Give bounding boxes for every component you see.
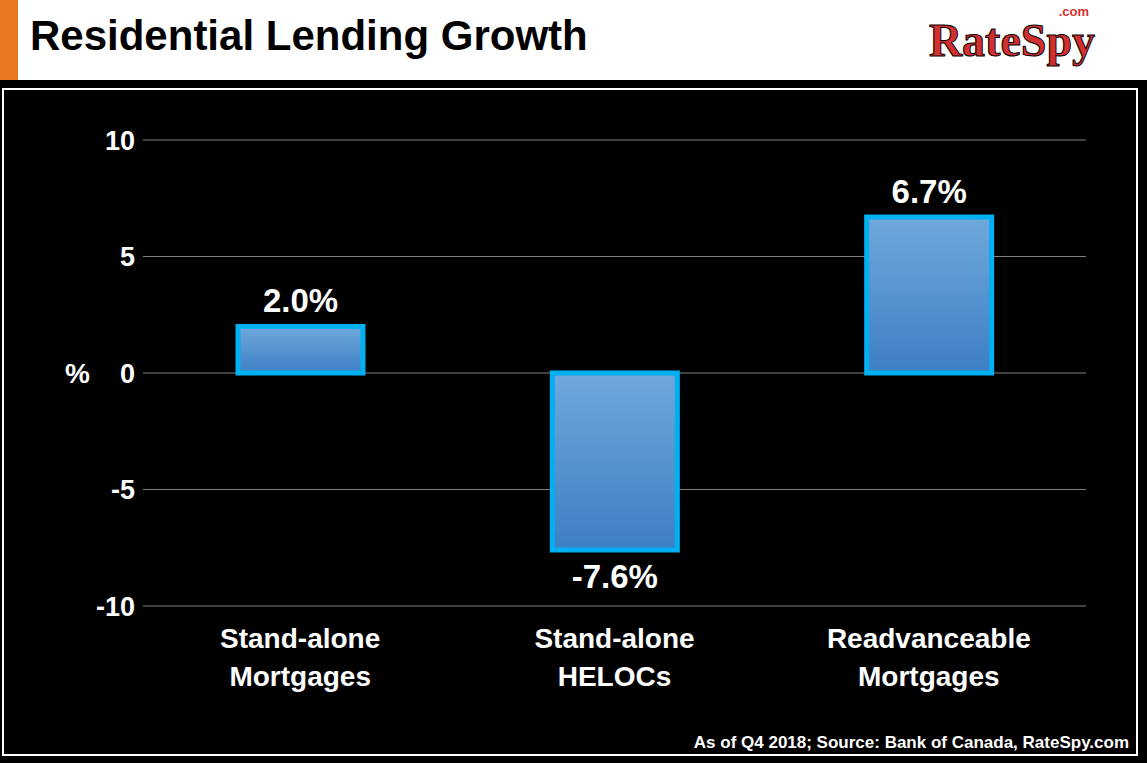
html-text:RateSpy: RateSpy bbox=[928, 15, 1095, 66]
svg-text:5: 5 bbox=[120, 242, 135, 272]
svg-text:Stand-aloneMortgages: Stand-aloneMortgages bbox=[220, 623, 380, 692]
html-text:.com: .com bbox=[1058, 4, 1089, 19]
svg-text:6.7%: 6.7% bbox=[892, 173, 967, 210]
svg-text:-7.6%: -7.6% bbox=[572, 558, 658, 595]
svg-text:ReadvanceableMortgages: ReadvanceableMortgages bbox=[827, 623, 1031, 692]
svg-text:-5: -5 bbox=[111, 475, 135, 505]
svg-text:10: 10 bbox=[105, 126, 135, 156]
svg-text:Stand-aloneHELOCs: Stand-aloneHELOCs bbox=[534, 623, 694, 692]
svg-text:0: 0 bbox=[120, 359, 135, 389]
html-text:Residential Lending Growth: Residential Lending Growth bbox=[30, 12, 588, 59]
svg-text:2.0%: 2.0% bbox=[263, 282, 338, 319]
svg-text:%: % bbox=[65, 358, 90, 389]
svg-text:-10: -10 bbox=[96, 592, 135, 622]
html-text:As of Q4 2018; Source: Bank of: As of Q4 2018; Source: Bank of Canada, R… bbox=[693, 733, 1129, 752]
